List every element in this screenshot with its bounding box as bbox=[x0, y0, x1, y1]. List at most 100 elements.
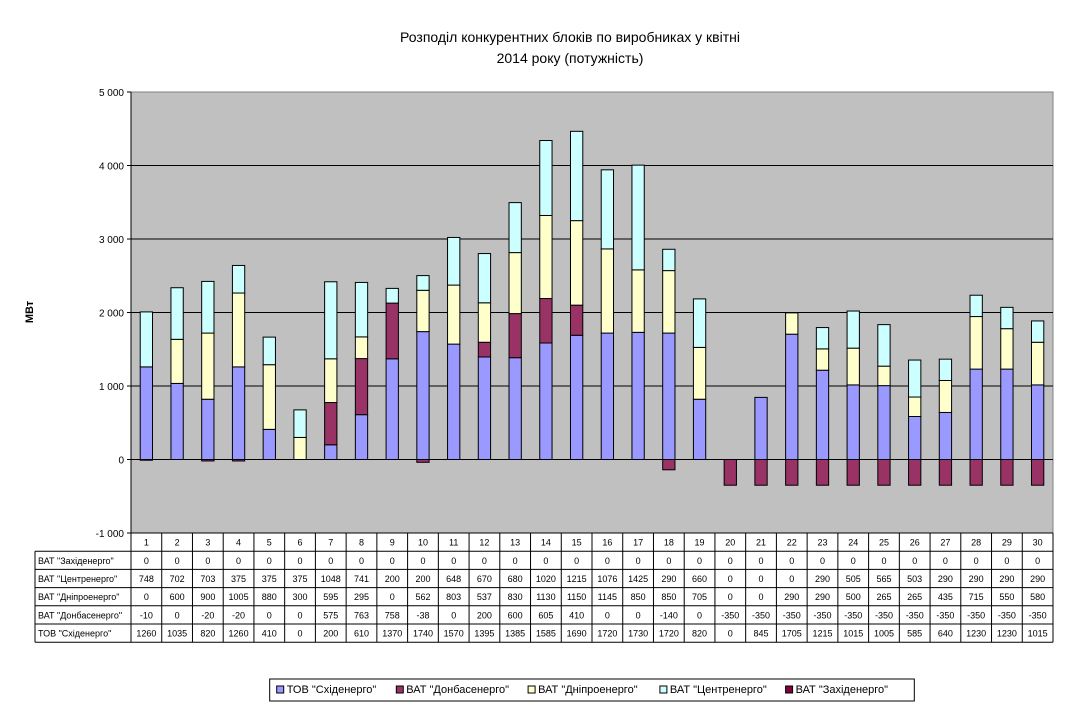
x-tick-label: 11 bbox=[449, 538, 458, 548]
data-label: 758 bbox=[385, 610, 400, 620]
bar-segment bbox=[385, 302, 399, 360]
data-label: -350 bbox=[998, 610, 1016, 620]
data-label: -350 bbox=[721, 610, 739, 620]
bar-segment bbox=[416, 275, 430, 291]
data-label: 705 bbox=[692, 592, 707, 602]
data-label: 660 bbox=[692, 574, 707, 584]
data-label: 0 bbox=[390, 592, 395, 602]
y-tick-label: 4 000 bbox=[99, 162, 124, 173]
bar-segment bbox=[846, 459, 860, 486]
table-row-label: ТОВ "Східенерго" bbox=[38, 629, 111, 639]
data-label: 0 bbox=[267, 610, 272, 620]
data-label: 820 bbox=[692, 629, 707, 639]
bar-segment bbox=[846, 347, 860, 386]
data-label: 0 bbox=[697, 610, 702, 620]
legend-swatch bbox=[395, 685, 404, 694]
data-label: 1015 bbox=[843, 629, 863, 639]
data-label: 648 bbox=[446, 574, 461, 584]
bar-segment bbox=[815, 459, 830, 486]
data-label: 0 bbox=[175, 556, 180, 566]
data-label: 763 bbox=[354, 610, 369, 620]
legend-entry: ВАТ "Дніпроенерго" bbox=[538, 684, 638, 696]
data-label: 0 bbox=[390, 556, 395, 566]
data-label: 830 bbox=[508, 592, 523, 602]
data-label: 0 bbox=[728, 556, 733, 566]
data-label: 0 bbox=[513, 556, 518, 566]
data-label: 0 bbox=[636, 610, 641, 620]
data-label: 670 bbox=[477, 574, 492, 584]
x-tick-label: 4 bbox=[236, 538, 241, 548]
data-label: 265 bbox=[876, 592, 891, 602]
data-label: 900 bbox=[200, 592, 215, 602]
bar-segment bbox=[447, 236, 461, 286]
data-label: 0 bbox=[851, 556, 856, 566]
bar-segment bbox=[170, 287, 184, 340]
data-label: 0 bbox=[328, 556, 333, 566]
x-tick-label: 7 bbox=[328, 538, 333, 548]
data-label: 803 bbox=[446, 592, 461, 602]
legend-swatch bbox=[659, 685, 668, 694]
data-label: 290 bbox=[661, 574, 676, 584]
legend-entry: ВАТ "Центренерго" bbox=[670, 684, 767, 696]
bar-segment bbox=[539, 214, 553, 300]
bar-segment bbox=[447, 343, 461, 461]
data-label: 410 bbox=[569, 610, 584, 620]
bar-segment bbox=[1030, 384, 1045, 460]
bar-segment bbox=[754, 396, 768, 460]
bar-segment bbox=[908, 359, 922, 398]
bar-segment bbox=[938, 358, 953, 381]
bar-segment bbox=[508, 357, 522, 461]
bar-segment bbox=[1000, 368, 1014, 460]
data-label: -38 bbox=[416, 610, 429, 620]
data-label: 703 bbox=[200, 574, 215, 584]
table-row-label: ВАТ "Західенерго" bbox=[38, 556, 114, 566]
bar-segment bbox=[262, 364, 276, 430]
data-label: -350 bbox=[1029, 610, 1047, 620]
bar-segment bbox=[754, 459, 768, 486]
bar-segment bbox=[416, 459, 430, 463]
x-tick-label: 8 bbox=[359, 538, 364, 548]
bar-segment bbox=[938, 379, 953, 413]
data-label: 1385 bbox=[505, 629, 525, 639]
data-label: 1005 bbox=[874, 629, 894, 639]
bar-segment bbox=[877, 385, 891, 461]
y-tick-label: 1 000 bbox=[99, 382, 124, 393]
data-label: 435 bbox=[938, 592, 953, 602]
bar-segment bbox=[938, 411, 953, 460]
data-label: 850 bbox=[631, 592, 646, 602]
data-label: 0 bbox=[298, 610, 303, 620]
x-tick-label: 24 bbox=[848, 538, 858, 548]
legend-swatch bbox=[276, 685, 285, 694]
data-label: 0 bbox=[789, 574, 794, 584]
bar-segment bbox=[508, 252, 522, 315]
x-tick-label: 9 bbox=[390, 538, 395, 548]
data-label: 265 bbox=[907, 592, 922, 602]
data-label: 1215 bbox=[567, 574, 587, 584]
data-label: 290 bbox=[784, 592, 799, 602]
data-label: 0 bbox=[359, 556, 364, 566]
bar-segment bbox=[416, 331, 430, 460]
bar-segment bbox=[139, 366, 154, 461]
data-label: -20 bbox=[232, 610, 245, 620]
bar-segment bbox=[846, 310, 860, 349]
bar-segment bbox=[477, 356, 492, 460]
bar-segment bbox=[569, 304, 584, 336]
data-label: 1395 bbox=[474, 629, 494, 639]
y-axis: -1 000 0 1 000 2 000 3 000 4 000 5 000 bbox=[96, 88, 132, 540]
data-label: 880 bbox=[262, 592, 277, 602]
bar-segment bbox=[631, 269, 645, 333]
data-label: 0 bbox=[728, 592, 733, 602]
data-label: 1585 bbox=[536, 629, 556, 639]
data-label: -350 bbox=[936, 610, 954, 620]
bar-segment bbox=[631, 331, 645, 460]
data-label: 0 bbox=[205, 556, 210, 566]
data-label: 585 bbox=[907, 629, 922, 639]
y-axis-label: МВт bbox=[24, 300, 36, 323]
bar-segment bbox=[969, 459, 983, 486]
legend-entry: ВАТ "Донбасенерго" bbox=[406, 684, 509, 696]
data-label: 565 bbox=[876, 574, 891, 584]
data-label: 845 bbox=[754, 629, 769, 639]
bar-segment bbox=[539, 298, 553, 344]
bar-segment bbox=[692, 298, 707, 348]
